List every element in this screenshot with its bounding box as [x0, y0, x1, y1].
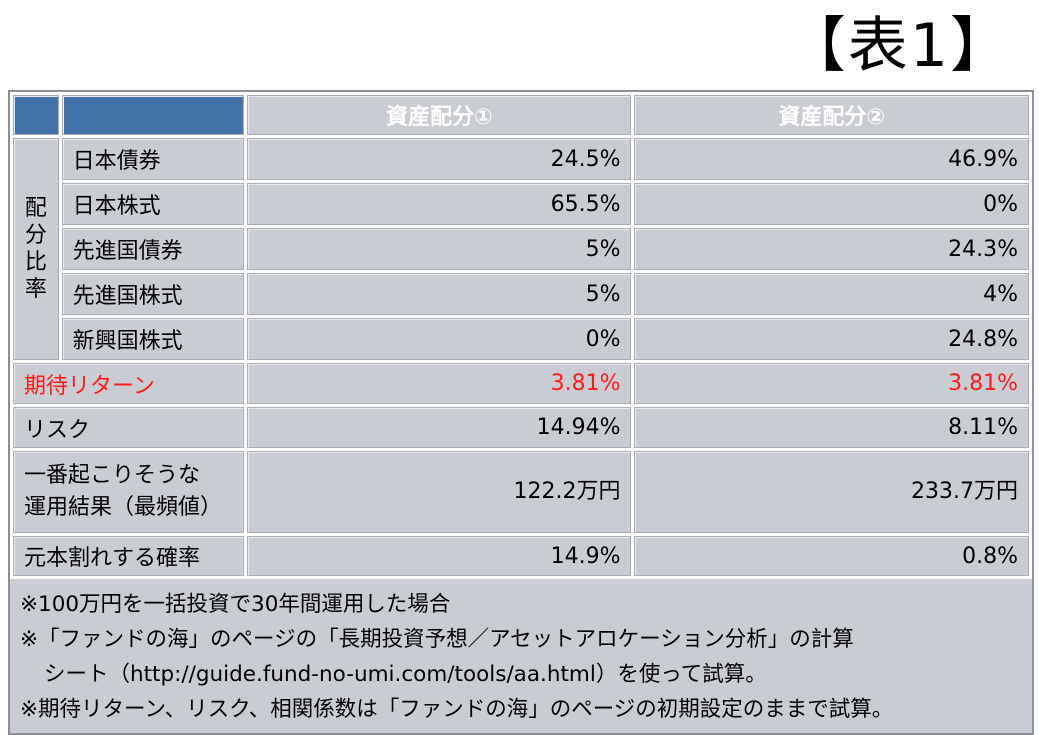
row-label-developed-bonds: 先進国債券: [61, 228, 245, 270]
table-header-row: 資産配分① 資産配分②: [13, 95, 1029, 135]
header-corner-2: [61, 95, 245, 135]
cell-value: 3.81%: [247, 363, 632, 404]
footnote-continuation: シート（http://guide.fund-no-umi.com/tools/a…: [44, 662, 767, 687]
header-corner-1: [13, 95, 59, 135]
table-row: 日本株式 65.5% 0%: [13, 183, 1029, 225]
page-title: 【表1】: [785, 11, 1012, 81]
cell-value: 24.8%: [634, 318, 1029, 360]
row-label-line: 運用結果（最頻値）: [24, 495, 223, 520]
row-label-loss-probability: 元本割れする確率: [13, 536, 245, 576]
cell-value: 0.8%: [634, 536, 1029, 576]
cell-value: 14.94%: [247, 407, 632, 448]
cell-value: 5%: [247, 273, 632, 315]
cell-value: 65.5%: [247, 183, 632, 225]
row-label-developed-stocks: 先進国株式: [61, 273, 245, 315]
group-label-char: 分: [24, 223, 47, 248]
footnote: ※期待リターン、リスク、相関係数は「ファンドの海」のページの初期設定のままで試算…: [20, 697, 894, 722]
cell-value: 24.3%: [634, 228, 1029, 270]
table-row-mode-result: 一番起こりそうな 運用結果（最頻値） 122.2万円 233.7万円: [13, 451, 1029, 533]
row-label-emerging-stocks: 新興国株式: [61, 318, 245, 360]
cell-value: 122.2万円: [247, 451, 632, 533]
group-label-char: 率: [24, 277, 47, 302]
footnotes: ※100万円を一括投資で30年間運用した場合 ※「ファンドの海」のページの「長期…: [8, 579, 1034, 735]
row-label-japan-bonds: 日本債券: [61, 138, 245, 180]
header-allocation-1: 資産配分①: [247, 95, 632, 135]
cell-value: 4%: [634, 273, 1029, 315]
row-label-japan-stocks: 日本株式: [61, 183, 245, 225]
header-allocation-2: 資産配分②: [634, 95, 1029, 135]
cell-value: 3.81%: [634, 363, 1029, 404]
table-row: 先進国債券 5% 24.3%: [13, 228, 1029, 270]
table-row: 先進国株式 5% 4%: [13, 273, 1029, 315]
allocation-table: 資産配分① 資産配分② 配 分 比 率 日本債券 24.5% 46.9% 日本株…: [8, 90, 1034, 581]
row-label-line: 一番起こりそうな: [24, 463, 201, 488]
cell-value: 0%: [634, 183, 1029, 225]
cell-value: 233.7万円: [634, 451, 1029, 533]
row-label-expected-return: 期待リターン: [13, 363, 245, 404]
row-label-risk: リスク: [13, 407, 245, 448]
table-row-expected-return: 期待リターン 3.81% 3.81%: [13, 363, 1029, 404]
cell-value: 8.11%: [634, 407, 1029, 448]
group-label-allocation-ratio: 配 分 比 率: [13, 138, 59, 360]
cell-value: 14.9%: [247, 536, 632, 576]
allocation-table-frame: 資産配分① 資産配分② 配 分 比 率 日本債券 24.5% 46.9% 日本株…: [8, 90, 1034, 735]
table-row-risk: リスク 14.94% 8.11%: [13, 407, 1029, 448]
table-row: 配 分 比 率 日本債券 24.5% 46.9%: [13, 138, 1029, 360]
group-label-char: 配: [24, 196, 47, 221]
cell-value: 5%: [247, 228, 632, 270]
cell-value: 24.5%: [247, 138, 632, 180]
footnote: ※「ファンドの海」のページの「長期投資予想／アセットアロケーション分析」の計算: [20, 627, 854, 652]
cell-value: 0%: [247, 318, 632, 360]
group-label-char: 比: [24, 250, 47, 275]
cell-value: 46.9%: [634, 138, 1029, 180]
table-row-loss-probability: 元本割れする確率 14.9% 0.8%: [13, 536, 1029, 576]
row-label-mode-result: 一番起こりそうな 運用結果（最頻値）: [13, 451, 245, 533]
table-row: 新興国株式 0% 24.8%: [13, 318, 1029, 360]
footnote: ※100万円を一括投資で30年間運用した場合: [20, 592, 451, 617]
